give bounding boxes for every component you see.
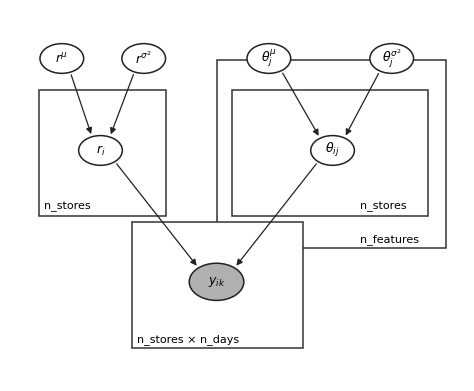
Text: $r^{\sigma^2}$: $r^{\sigma^2}$ xyxy=(135,50,152,67)
Text: $y_{ik}$: $y_{ik}$ xyxy=(208,275,225,289)
Text: $\theta_j^{\mu}$: $\theta_j^{\mu}$ xyxy=(261,48,277,69)
Text: $\theta_{ij}$: $\theta_{ij}$ xyxy=(325,142,340,160)
Text: n_features: n_features xyxy=(360,234,419,245)
Text: $r_i$: $r_i$ xyxy=(96,143,105,158)
Ellipse shape xyxy=(79,136,122,165)
Text: $\theta_j^{\sigma^2}$: $\theta_j^{\sigma^2}$ xyxy=(382,47,401,70)
Bar xyxy=(132,222,303,348)
Text: n_stores: n_stores xyxy=(360,202,407,212)
Ellipse shape xyxy=(122,44,165,74)
Bar xyxy=(39,90,166,216)
Text: $r^{\mu}$: $r^{\mu}$ xyxy=(55,52,68,66)
Ellipse shape xyxy=(189,263,244,300)
Ellipse shape xyxy=(247,44,291,74)
Text: n_stores × n_days: n_stores × n_days xyxy=(137,334,239,344)
Bar xyxy=(232,90,428,216)
Bar xyxy=(217,60,447,248)
Ellipse shape xyxy=(40,44,83,74)
Ellipse shape xyxy=(311,136,355,165)
Ellipse shape xyxy=(370,44,413,74)
Text: n_stores: n_stores xyxy=(44,202,90,212)
